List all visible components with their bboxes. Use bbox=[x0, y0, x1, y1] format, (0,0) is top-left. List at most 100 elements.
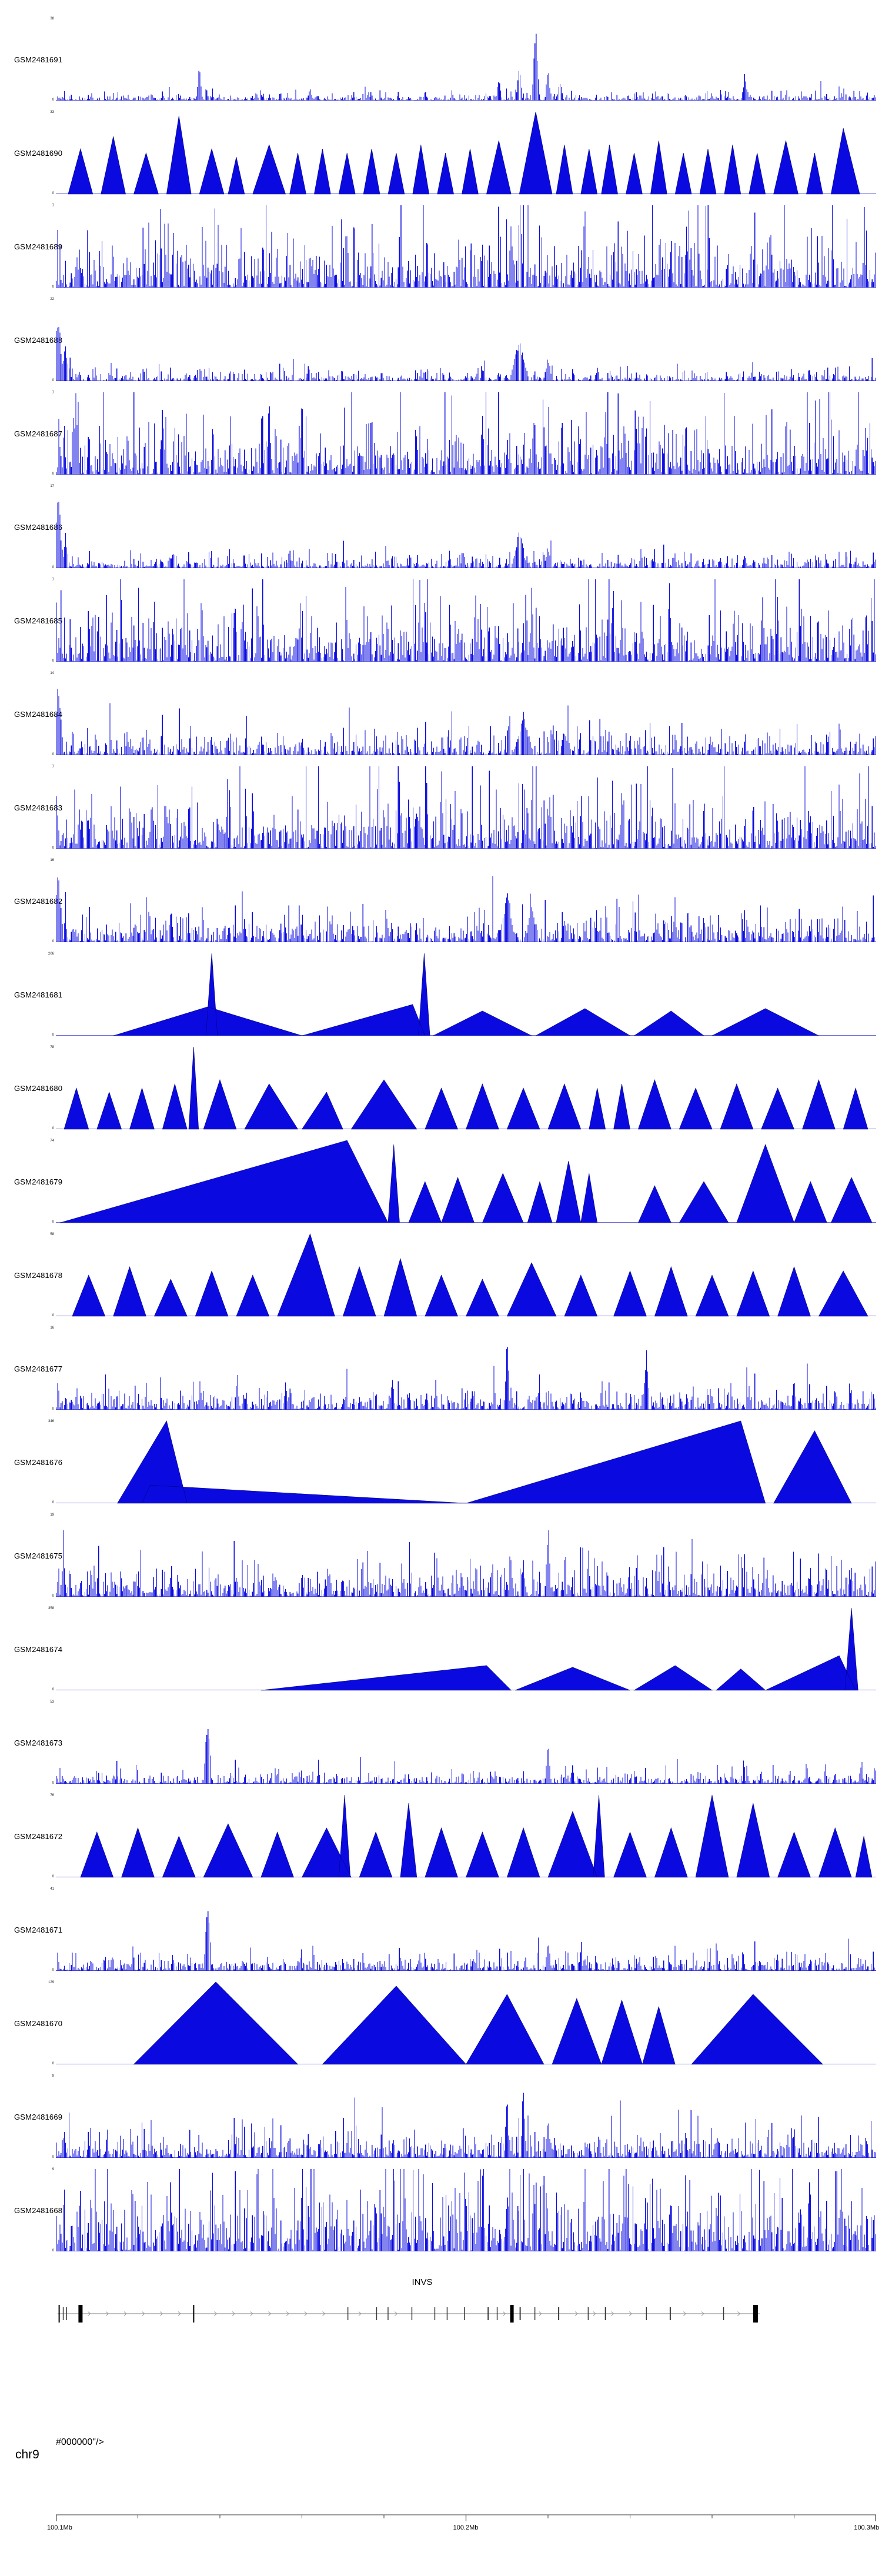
chromosome-ideogram: #000000"/> bbox=[56, 2437, 104, 2447]
track-plot bbox=[56, 2169, 876, 2251]
track-ymax-label: 206 bbox=[48, 952, 54, 956]
track-GSM2481689: GSM2481689 7 0 bbox=[0, 200, 882, 293]
track-label: GSM2481678 bbox=[14, 1271, 63, 1280]
track-ymin-label: 0 bbox=[52, 659, 54, 663]
track-ymax-label: 9 bbox=[52, 2168, 54, 2171]
track-GSM2481683: GSM2481683 7 0 bbox=[0, 761, 882, 855]
track-ymin-label: 0 bbox=[52, 98, 54, 102]
track-ymax-label: 58 bbox=[50, 1233, 54, 1236]
track-GSM2481671: GSM2481671 41 0 bbox=[0, 1883, 882, 1977]
track-GSM2481684: GSM2481684 14 0 bbox=[0, 668, 882, 761]
track-ymax-label: 7 bbox=[52, 578, 54, 582]
track-y-axis: 76 0 bbox=[46, 1794, 56, 1878]
track-ymax-label: 7 bbox=[52, 391, 54, 395]
track-ymin-label: 0 bbox=[52, 2062, 54, 2066]
track-ymax-label: 16 bbox=[50, 1326, 54, 1330]
track-plot bbox=[56, 18, 876, 101]
track-ymin-label: 0 bbox=[52, 846, 54, 850]
track-ymax-label: 22 bbox=[50, 298, 54, 301]
track-ymax-label: 7 bbox=[52, 765, 54, 769]
track-GSM2481675: GSM2481675 19 0 bbox=[0, 1509, 882, 1603]
track-plot bbox=[56, 111, 876, 195]
track-GSM2481670: GSM2481670 129 0 bbox=[0, 1977, 882, 2070]
track-y-axis: 19 0 bbox=[46, 1513, 56, 1598]
ideogram-track: chr9 #000000"/> bbox=[0, 2437, 882, 2472]
track-ymax-label: 53 bbox=[50, 1700, 54, 1704]
track-ymax-label: 129 bbox=[48, 1981, 54, 1984]
track-y-axis: 14 0 bbox=[46, 672, 56, 756]
track-ymin-label: 0 bbox=[52, 940, 54, 943]
track-plot bbox=[56, 766, 876, 849]
track-GSM2481680: GSM2481680 78 0 bbox=[0, 1042, 882, 1135]
track-y-axis: 17 0 bbox=[46, 485, 56, 569]
track-label: GSM2481674 bbox=[14, 1645, 63, 1654]
track-label: GSM2481682 bbox=[14, 897, 63, 906]
track-label: GSM2481670 bbox=[14, 2019, 63, 2028]
gene-annotation-track: INVS bbox=[0, 2277, 882, 2338]
track-plot bbox=[56, 1046, 876, 1130]
track-GSM2481685: GSM2481685 7 0 bbox=[0, 574, 882, 668]
track-ymax-label: 358 bbox=[48, 1607, 54, 1610]
gene-model bbox=[56, 2289, 876, 2338]
track-ymin-label: 0 bbox=[52, 1220, 54, 1224]
track-label: GSM2481684 bbox=[14, 710, 63, 719]
track-label: GSM2481669 bbox=[14, 2113, 63, 2121]
track-label: GSM2481680 bbox=[14, 1084, 63, 1093]
track-y-axis: 53 0 bbox=[46, 1700, 56, 1785]
track-plot bbox=[56, 1794, 876, 1878]
track-y-axis: 33 0 bbox=[46, 111, 56, 195]
track-GSM2481673: GSM2481673 53 0 bbox=[0, 1696, 882, 1790]
data-tracks-area: GSM2481691 38 0 GSM2481690 33 0 GSM2481689 7 0 GS… bbox=[0, 17, 882, 2257]
axis-tick-label-start: 100.1Mb bbox=[47, 2524, 72, 2531]
axis-ticks bbox=[56, 2514, 877, 2524]
track-ymin-label: 0 bbox=[52, 1127, 54, 1130]
track-ymin-label: 0 bbox=[52, 1033, 54, 1037]
track-plot bbox=[56, 299, 876, 381]
track-plot bbox=[56, 673, 876, 755]
track-ymax-label: 16 bbox=[50, 859, 54, 862]
track-ymax-label: 19 bbox=[50, 1513, 54, 1517]
track-label: GSM2481676 bbox=[14, 1458, 63, 1467]
track-ymin-label: 0 bbox=[52, 379, 54, 382]
track-ymin-label: 0 bbox=[52, 1501, 54, 1504]
track-GSM2481687: GSM2481687 7 0 bbox=[0, 387, 882, 481]
track-label: GSM2481690 bbox=[14, 149, 63, 158]
track-ymin-label: 0 bbox=[52, 1594, 54, 1598]
track-ymin-label: 0 bbox=[52, 2155, 54, 2159]
track-plot bbox=[56, 486, 876, 568]
track-label: GSM2481668 bbox=[14, 2206, 63, 2215]
track-ymin-label: 0 bbox=[52, 1968, 54, 1972]
track-GSM2481688: GSM2481688 22 0 bbox=[0, 293, 882, 387]
track-ymin-label: 0 bbox=[52, 1781, 54, 1785]
track-GSM2481678: GSM2481678 58 0 bbox=[0, 1229, 882, 1322]
track-y-axis: 74 0 bbox=[46, 1139, 56, 1224]
track-ymin-label: 0 bbox=[52, 192, 54, 195]
track-GSM2481681: GSM2481681 206 0 bbox=[0, 948, 882, 1042]
track-plot bbox=[56, 1327, 876, 1410]
track-y-axis: 16 0 bbox=[46, 859, 56, 943]
track-y-axis: 206 0 bbox=[46, 952, 56, 1037]
track-label: GSM2481687 bbox=[14, 429, 63, 438]
track-ymax-label: 38 bbox=[50, 17, 54, 21]
track-GSM2481676: GSM2481676 346 0 bbox=[0, 1416, 882, 1509]
track-GSM2481668: GSM2481668 9 0 bbox=[0, 2164, 882, 2257]
track-ymin-label: 0 bbox=[52, 1688, 54, 1691]
axis-tick-label-mid: 100.2Mb bbox=[453, 2524, 479, 2531]
track-plot bbox=[56, 392, 876, 475]
track-ymin-label: 0 bbox=[52, 1314, 54, 1317]
track-ymin-label: 0 bbox=[52, 472, 54, 476]
track-plot bbox=[56, 953, 876, 1036]
track-ymax-label: 76 bbox=[50, 1794, 54, 1797]
track-ymax-label: 346 bbox=[48, 1420, 54, 1423]
chromosome-label: chr9 bbox=[15, 2448, 39, 2461]
track-label: GSM2481689 bbox=[14, 242, 63, 251]
track-plot bbox=[56, 1514, 876, 1597]
track-label: GSM2481671 bbox=[14, 1926, 63, 1934]
track-GSM2481682: GSM2481682 16 0 bbox=[0, 855, 882, 948]
track-ymax-label: 78 bbox=[50, 1046, 54, 1049]
track-plot bbox=[56, 1233, 876, 1317]
track-label: GSM2481675 bbox=[14, 1551, 63, 1560]
